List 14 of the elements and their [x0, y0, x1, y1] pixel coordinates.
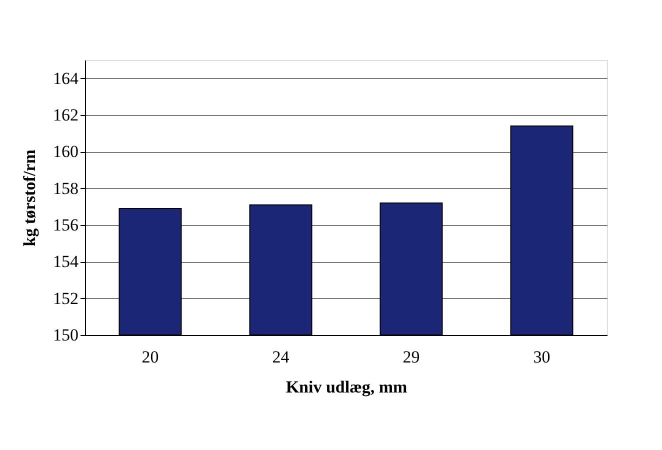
y-tick-label: 152: [53, 288, 78, 308]
x-tick-label: 24: [272, 348, 290, 366]
y-tick-label: 162: [53, 106, 78, 124]
x-tick-label: 20: [142, 348, 159, 366]
x-axis-title: Kniv udlæg, mm: [286, 378, 408, 396]
x-tick-label: 30: [533, 348, 550, 366]
y-tick-label: 160: [53, 142, 78, 162]
y-tick-label: 156: [53, 216, 78, 234]
y-axis-title: kg tørstof/rm: [20, 150, 39, 246]
y-tick-label: 154: [53, 252, 79, 272]
x-tick-label: 29: [402, 348, 420, 366]
y-tick-label: 150: [53, 326, 78, 344]
y-tick-label: 164: [53, 68, 79, 88]
y-tick-label: 158: [53, 178, 78, 198]
